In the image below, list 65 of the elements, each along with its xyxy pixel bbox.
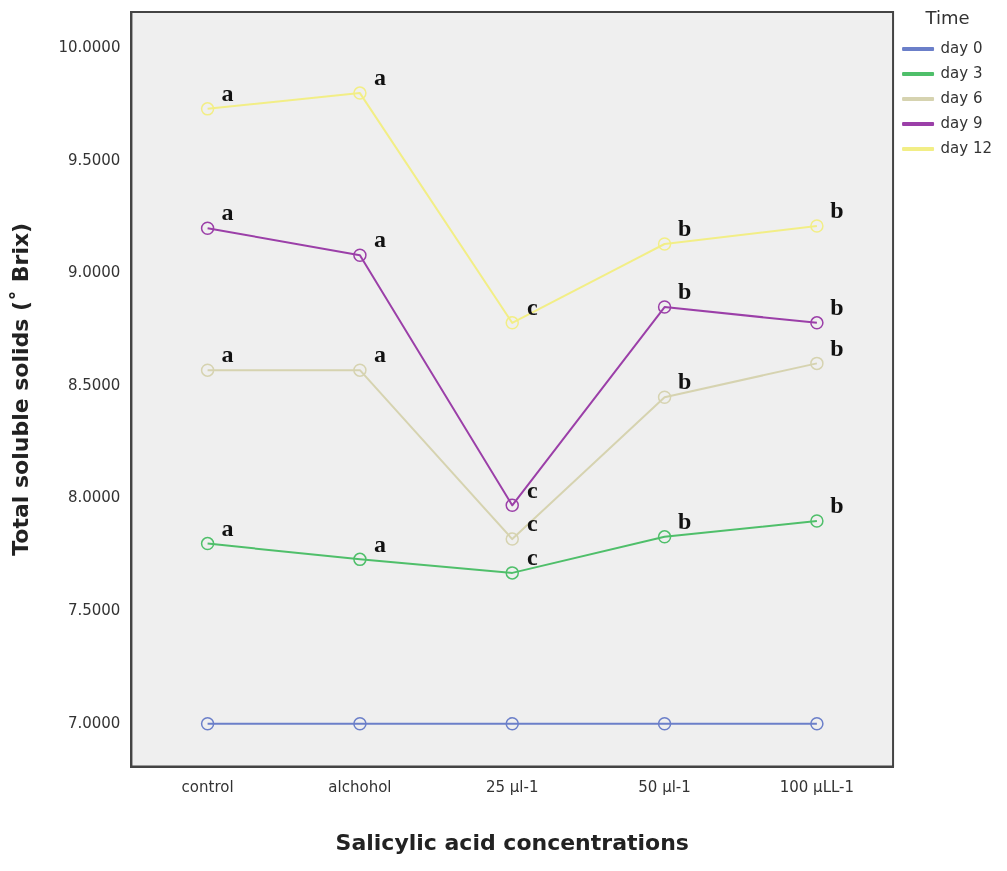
legend-label: day 12 (940, 138, 993, 157)
annotation: b (677, 215, 692, 242)
point (505, 717, 519, 731)
x-tick-label: 50 µl-1 (638, 778, 691, 797)
annotation: b (677, 368, 692, 395)
point (200, 717, 215, 731)
annotation: a (373, 64, 386, 91)
annotation: a (221, 199, 234, 226)
annotation: b (830, 294, 844, 321)
point (200, 536, 215, 551)
annotation: c (526, 510, 538, 537)
y-axis-title: Total soluble solids (˚ Brix) (7, 222, 33, 556)
point (505, 566, 519, 580)
annotation: b (830, 492, 844, 519)
point (505, 532, 519, 546)
y-tick-label: 7.5000 (67, 601, 121, 620)
annotation: b (677, 508, 692, 535)
legend-label: day 6 (940, 88, 983, 107)
point (810, 356, 824, 371)
point (657, 390, 672, 404)
point (810, 316, 824, 330)
annotation: a (373, 226, 386, 253)
point (810, 219, 824, 233)
annotation: a (373, 341, 386, 368)
point (657, 530, 672, 544)
x-tick-label: 100 µLL-1 (779, 778, 855, 797)
annotation: b (830, 334, 844, 361)
annotation: a (221, 514, 234, 541)
point (200, 363, 215, 377)
y-tick-label: 9.0000 (67, 263, 121, 282)
point (353, 717, 367, 731)
x-tick-label: alchohol (328, 778, 392, 797)
point (353, 248, 367, 263)
annotation: c (526, 544, 538, 571)
annotation: c (526, 294, 538, 321)
y-tick-label: 9.5000 (67, 150, 121, 169)
y-tick-label: 8.5000 (67, 375, 121, 394)
x-axis-title: Salicylic acid concentrations (335, 829, 689, 855)
point (353, 363, 367, 377)
point (810, 717, 824, 731)
point (810, 514, 824, 528)
point (657, 300, 672, 314)
legend-title: Time (924, 6, 970, 28)
annotation: a (373, 530, 386, 557)
point (353, 552, 367, 567)
annotation: c (526, 476, 538, 503)
y-tick-label: 8.0000 (67, 488, 121, 507)
y-tick-label: 7.0000 (67, 713, 121, 732)
x-tick-label: control (181, 778, 234, 797)
y-tick-label: 10.0000 (58, 37, 121, 56)
annotation: a (221, 80, 234, 107)
point (353, 86, 367, 100)
legend-label: day 0 (940, 38, 983, 57)
x-tick-label: 25 µl-1 (485, 778, 539, 797)
legend-label: day 9 (940, 113, 983, 132)
point (505, 498, 519, 513)
annotation: b (830, 197, 844, 224)
annotation: b (677, 278, 692, 305)
point (200, 221, 215, 235)
point (657, 717, 672, 731)
point (657, 237, 672, 251)
point (200, 102, 215, 116)
point (505, 316, 519, 330)
annotation: a (221, 341, 234, 368)
legend-label: day 3 (940, 63, 983, 82)
